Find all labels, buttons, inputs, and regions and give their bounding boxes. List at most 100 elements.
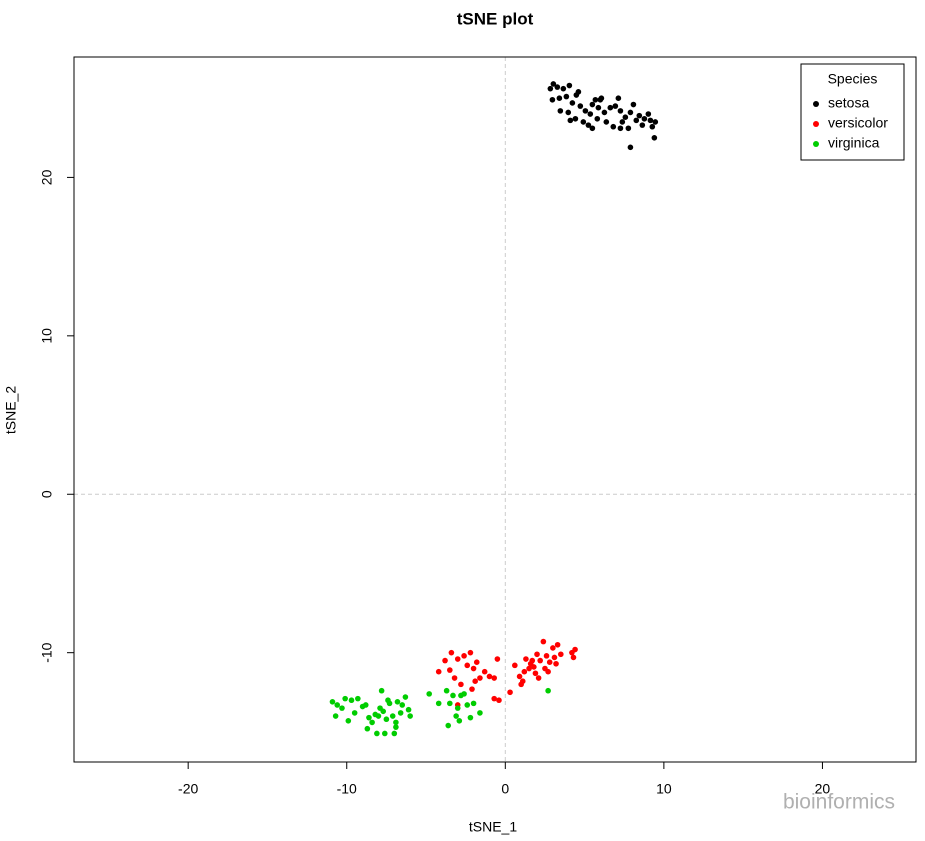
point <box>393 724 399 730</box>
point <box>550 81 557 87</box>
point <box>443 687 450 694</box>
point <box>391 730 398 737</box>
point <box>467 649 474 656</box>
point <box>477 675 483 681</box>
point <box>601 109 608 116</box>
point <box>448 649 455 656</box>
x-tick-label: 10 <box>656 781 672 797</box>
point <box>531 664 537 670</box>
point <box>534 651 540 658</box>
point <box>426 691 432 697</box>
point <box>582 108 589 114</box>
point <box>491 695 498 702</box>
point <box>461 653 467 659</box>
point <box>470 700 477 707</box>
point <box>641 115 648 122</box>
point <box>546 659 553 665</box>
point <box>332 713 339 719</box>
point <box>464 662 471 669</box>
point <box>378 687 385 694</box>
point <box>399 702 406 708</box>
point <box>445 722 452 729</box>
watermark: bioinformics <box>783 791 895 814</box>
point <box>577 103 584 109</box>
point <box>348 697 355 704</box>
point <box>627 144 634 151</box>
point <box>639 122 646 128</box>
point <box>580 119 587 125</box>
legend-label: setosa <box>828 95 869 111</box>
point <box>469 686 475 692</box>
point <box>563 93 570 100</box>
point <box>545 687 551 694</box>
point <box>570 654 577 661</box>
point <box>594 115 601 122</box>
point <box>494 656 501 662</box>
point <box>375 713 382 719</box>
point <box>610 123 617 130</box>
point <box>339 705 345 711</box>
point <box>569 100 576 106</box>
point <box>589 101 596 108</box>
point <box>627 109 634 116</box>
point <box>617 125 624 132</box>
legend: Species setosa versicolor virginica <box>800 63 905 161</box>
point <box>615 95 622 101</box>
point <box>592 96 599 103</box>
point <box>519 678 526 685</box>
y-tick-label: 0 <box>39 490 55 498</box>
point <box>558 651 564 658</box>
point <box>537 657 543 664</box>
point <box>454 705 461 711</box>
point <box>397 710 404 716</box>
point <box>454 656 461 662</box>
x-tick-label: 0 <box>501 781 509 797</box>
x-axis-label: tSNE_1 <box>469 819 517 835</box>
point <box>450 692 456 699</box>
point <box>625 125 632 132</box>
point <box>496 697 502 704</box>
plot-frame <box>73 56 917 763</box>
point <box>393 719 399 726</box>
point <box>572 115 579 122</box>
point <box>470 665 477 672</box>
y-tick-label: 20 <box>39 169 55 185</box>
point <box>566 82 573 89</box>
point <box>523 656 529 662</box>
point <box>362 702 369 708</box>
legend-title: Species <box>828 71 878 87</box>
legend-label: versicolor <box>828 115 888 131</box>
point <box>369 719 375 726</box>
point <box>595 104 602 111</box>
point <box>587 111 594 117</box>
point <box>572 646 578 653</box>
point <box>649 123 656 130</box>
point <box>554 84 561 90</box>
point <box>458 681 464 688</box>
x-tick-label: -10 <box>337 781 357 797</box>
point <box>560 85 567 92</box>
point <box>607 104 614 111</box>
point <box>554 641 561 648</box>
point <box>636 112 643 119</box>
x-tick-label: 20 <box>815 781 831 797</box>
point <box>334 702 341 708</box>
point <box>585 122 592 128</box>
legend-marker <box>813 141 819 147</box>
y-tick-label: 10 <box>39 328 55 344</box>
point <box>405 706 412 713</box>
chart-title: tSNE plot <box>457 9 534 28</box>
point <box>545 668 551 675</box>
legend-marker <box>813 101 819 107</box>
point <box>351 710 358 716</box>
point <box>374 730 380 737</box>
point <box>486 673 493 680</box>
point <box>535 675 542 681</box>
x-tick-label: -20 <box>178 781 198 797</box>
legend-label: virginica <box>828 135 880 151</box>
y-tick-label: -10 <box>39 642 55 662</box>
point <box>407 713 413 719</box>
point <box>529 657 536 664</box>
point <box>435 668 442 675</box>
